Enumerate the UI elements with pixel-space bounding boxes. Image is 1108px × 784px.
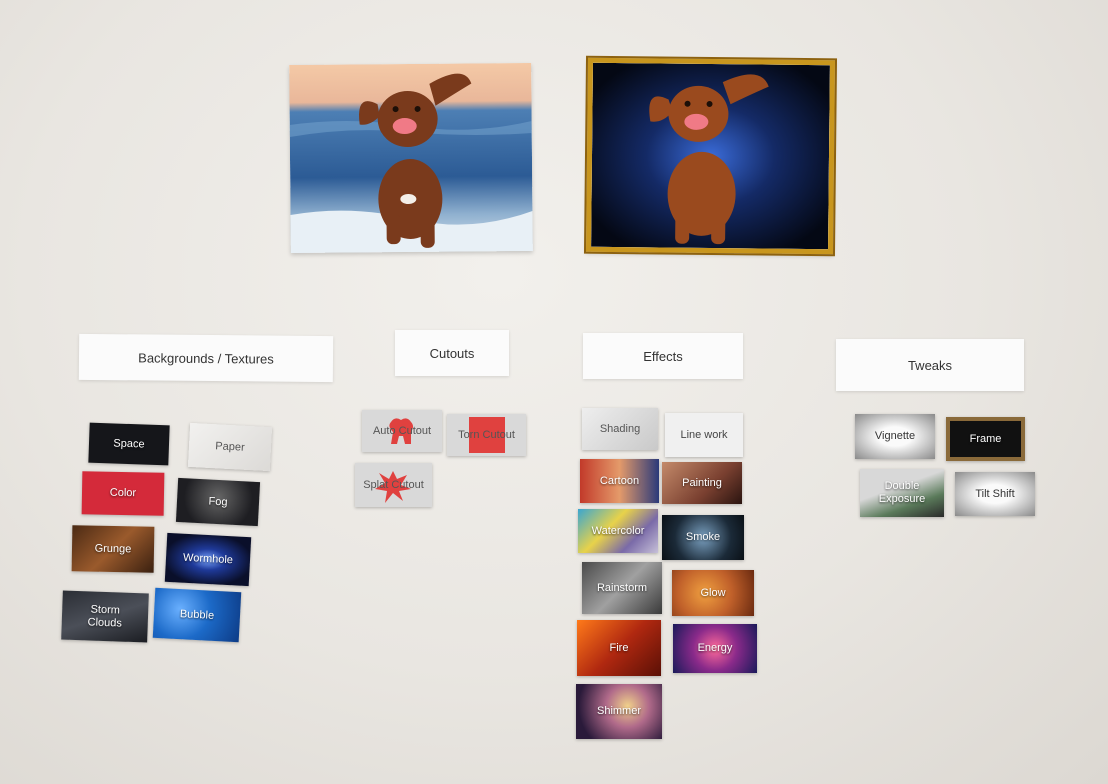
tile-double-exposure[interactable]: Double Exposure [860, 469, 944, 517]
tile-fire[interactable]: Fire [577, 620, 661, 676]
tile-energy[interactable]: Energy [673, 624, 757, 673]
edited-dog-photo [583, 55, 838, 257]
tile-tilt-shift-label: Tilt Shift [975, 487, 1015, 500]
tile-smoke[interactable]: Smoke [662, 515, 744, 560]
tile-grunge-label: Grunge [94, 542, 132, 555]
tile-painting[interactable]: Painting [662, 462, 742, 504]
torn-square-icon [469, 417, 505, 453]
tile-vignette-label: Vignette [874, 430, 916, 442]
tile-paper[interactable]: Paper [187, 422, 273, 472]
tile-paper-label: Paper [215, 439, 245, 454]
tile-fire-label: Fire [609, 641, 629, 654]
tile-line-work-label: Line work [680, 428, 728, 441]
dog-glow-framed-photo [591, 62, 830, 250]
tile-rainstorm-label: Rainstorm [596, 581, 648, 594]
tile-frame[interactable]: Frame [946, 417, 1025, 461]
tile-fog-label: Fog [208, 495, 228, 508]
tile-line-work[interactable]: Line work [665, 413, 743, 457]
tile-grunge[interactable]: Grunge [71, 525, 155, 573]
tile-double-exposure-label: Double Exposure [878, 480, 926, 505]
tile-torn-cutout[interactable]: Torn Cutout [447, 414, 526, 456]
tile-shimmer[interactable]: Shimmer [576, 684, 662, 739]
tile-bubble-label: Bubble [179, 607, 215, 622]
header-cutouts-label: Cutouts [429, 345, 475, 361]
tile-bubble[interactable]: Bubble [152, 587, 242, 643]
tile-tilt-shift[interactable]: Tilt Shift [955, 472, 1035, 516]
tile-shading-label: Shading [599, 422, 641, 435]
tile-torn-cutout-label: Torn Cutout [458, 428, 515, 441]
tile-watercolor[interactable]: Watercolor [578, 509, 658, 553]
header-backgrounds-textures: Backgrounds / Textures [78, 333, 334, 383]
header-effects-label: Effects [643, 348, 683, 364]
dog-silhouette-icon [389, 418, 413, 444]
tile-storm-clouds-label: Storm Clouds [87, 602, 123, 630]
tile-color-label: Color [109, 486, 137, 500]
header-tweaks: Tweaks [836, 339, 1024, 391]
tile-splat-cutout[interactable]: Splat Cutout [355, 463, 432, 507]
tile-wormhole-label: Wormhole [182, 551, 234, 567]
tile-energy-label: Energy [697, 642, 733, 654]
tile-vignette[interactable]: Vignette [855, 414, 935, 459]
tile-glow-label: Glow [700, 586, 726, 599]
splat-icon [375, 471, 411, 503]
tile-fog[interactable]: Fog [175, 477, 261, 527]
tile-glow[interactable]: Glow [672, 570, 754, 616]
tile-color[interactable]: Color [81, 471, 165, 516]
tile-watercolor-label: Watercolor [591, 524, 645, 537]
tile-auto-cutout-label: Auto Cutout [372, 424, 432, 437]
tile-space-label: Space [113, 436, 145, 451]
tile-painting-label: Painting [682, 476, 722, 489]
header-tweaks-label: Tweaks [907, 357, 953, 373]
tile-cartoon[interactable]: Cartoon [580, 459, 659, 503]
tile-frame-label: Frame [969, 432, 1002, 445]
tile-storm-clouds[interactable]: Storm Clouds [61, 590, 149, 643]
tile-wormhole[interactable]: Wormhole [164, 532, 252, 587]
tile-shading[interactable]: Shading [582, 408, 658, 450]
header-cutouts: Cutouts [395, 330, 509, 376]
tile-cartoon-label: Cartoon [599, 474, 640, 487]
tile-space[interactable]: Space [88, 422, 170, 466]
dog-running-beach-photo [289, 62, 533, 254]
tile-smoke-label: Smoke [685, 531, 721, 543]
header-backgrounds-label: Backgrounds / Textures [138, 349, 274, 367]
tile-rainstorm[interactable]: Rainstorm [582, 562, 662, 614]
tile-splat-cutout-label: Splat Cutout [363, 478, 424, 491]
header-effects: Effects [583, 333, 743, 379]
tile-shimmer-label: Shimmer [596, 705, 641, 717]
tile-auto-cutout[interactable]: Auto Cutout [362, 410, 442, 452]
original-dog-photo [289, 62, 533, 254]
